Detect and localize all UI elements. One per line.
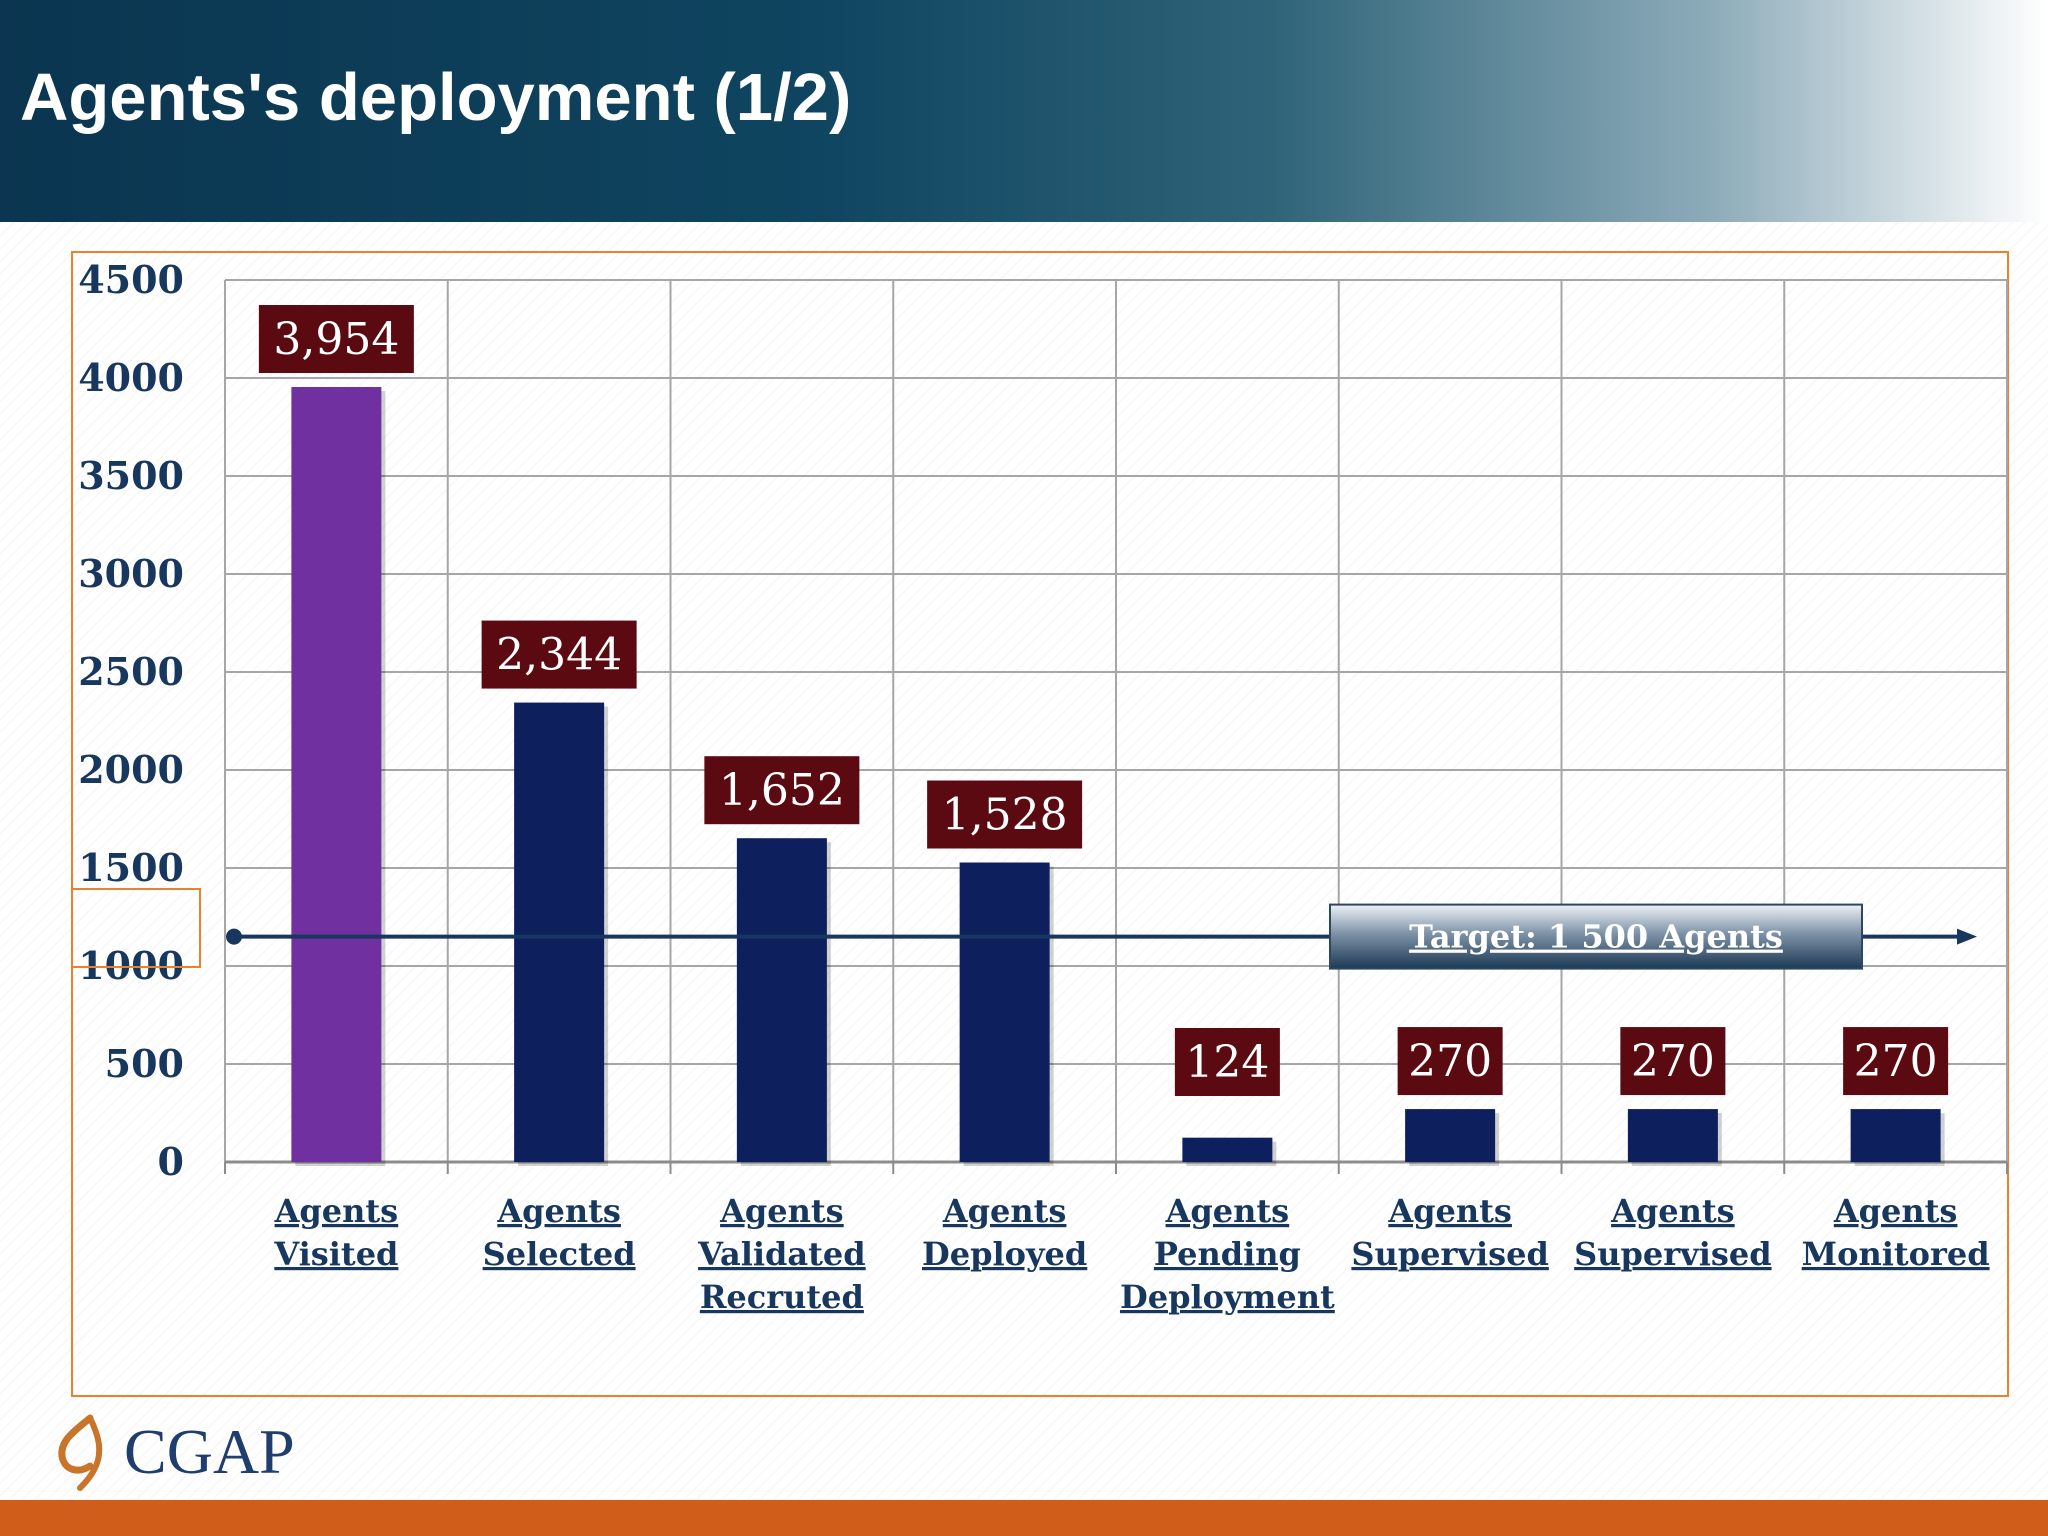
- cgap-logo: CGAP: [50, 1412, 310, 1492]
- data-label: 270: [1854, 1036, 1938, 1087]
- data-label-box: [1843, 1027, 1949, 1096]
- category-label: Agents: [942, 1192, 1067, 1230]
- x-axis-labels: Agents Visited Agents Selected Agents Validat…: [273, 1192, 1989, 1316]
- y-tick-label: 2500: [78, 649, 184, 694]
- data-label-box: [927, 780, 1083, 849]
- data-label-box: [1174, 1028, 1280, 1096]
- target-line: Target: 1 500 Agents: [226, 903, 1977, 970]
- highlight-box: [71, 888, 201, 968]
- axes: [224, 1160, 2008, 1174]
- category-label: Validated: [697, 1235, 866, 1273]
- category-label: Deployment: [1120, 1278, 1335, 1316]
- data-label: 1,528: [942, 790, 1068, 841]
- logo-mark-icon: [58, 1414, 103, 1491]
- category-label: Agents: [1387, 1192, 1512, 1230]
- category-label: Deployed: [922, 1235, 1087, 1273]
- header-banner: Agents's deployment (1/2): [0, 0, 2048, 222]
- category-label: Recruted: [700, 1278, 864, 1316]
- target-arrow-icon: [1957, 928, 1977, 945]
- data-labels: 3,954 2,344 1,652 1,528 124 270 270 270: [258, 305, 1949, 1096]
- category-label: Monitored: [1802, 1235, 1990, 1273]
- data-label-box: [1620, 1027, 1726, 1096]
- data-label: 3,954: [273, 314, 399, 365]
- data-label: 124: [1185, 1037, 1269, 1088]
- bar: [291, 387, 382, 1162]
- y-tick-label: 500: [105, 1041, 184, 1086]
- category-label: Supervised: [1351, 1235, 1548, 1273]
- target-label: Target: 1 500 Agents: [1409, 918, 1783, 956]
- bar: [1850, 1109, 1941, 1162]
- data-label: 270: [1408, 1036, 1492, 1087]
- y-tick-label: 3000: [78, 551, 184, 596]
- category-label: Supervised: [1574, 1235, 1771, 1273]
- data-label-box: [1397, 1027, 1503, 1096]
- category-label: Pending: [1154, 1235, 1301, 1273]
- data-label-box: [258, 305, 414, 374]
- data-label: 1,652: [719, 765, 845, 816]
- category-label: Selected: [483, 1235, 636, 1273]
- data-label: 2,344: [496, 630, 622, 681]
- logo-text: CGAP: [124, 1416, 295, 1487]
- data-label-box: [704, 756, 860, 825]
- y-tick-label: 3500: [78, 453, 184, 498]
- y-tick-label: 0: [158, 1139, 184, 1184]
- slide-title: Agents's deployment (1/2): [20, 60, 852, 135]
- y-tick-label: 1500: [78, 845, 184, 890]
- y-tick-label: 4000: [78, 355, 184, 400]
- y-tick-label: 1000: [78, 943, 184, 988]
- y-axis-ticks: 0 500 1000 1500 2000 2500 3000 3500 4000 4500: [78, 257, 184, 1184]
- bar: [959, 862, 1050, 1162]
- category-label: Agents: [1610, 1192, 1735, 1230]
- category-label: Agents: [1833, 1192, 1958, 1230]
- category-label: Visited: [273, 1235, 398, 1273]
- footer-band: [0, 1500, 2048, 1536]
- category-label: Agents: [496, 1192, 621, 1230]
- bar: [1182, 1137, 1273, 1162]
- bar: [1627, 1109, 1718, 1162]
- bar: [514, 702, 605, 1162]
- y-tick-label: 2000: [78, 747, 184, 792]
- grid-lines: [224, 279, 2008, 1163]
- category-label: Agents: [274, 1192, 399, 1230]
- bar: [1405, 1109, 1496, 1162]
- category-label: Agents: [1165, 1192, 1290, 1230]
- category-label: Agents: [719, 1192, 844, 1230]
- data-label: 270: [1631, 1036, 1715, 1087]
- target-start-dot: [226, 928, 242, 945]
- data-label-box: [481, 620, 637, 689]
- target-label-box: [1329, 903, 1863, 970]
- bar: [736, 838, 827, 1162]
- y-tick-label: 4500: [78, 257, 184, 302]
